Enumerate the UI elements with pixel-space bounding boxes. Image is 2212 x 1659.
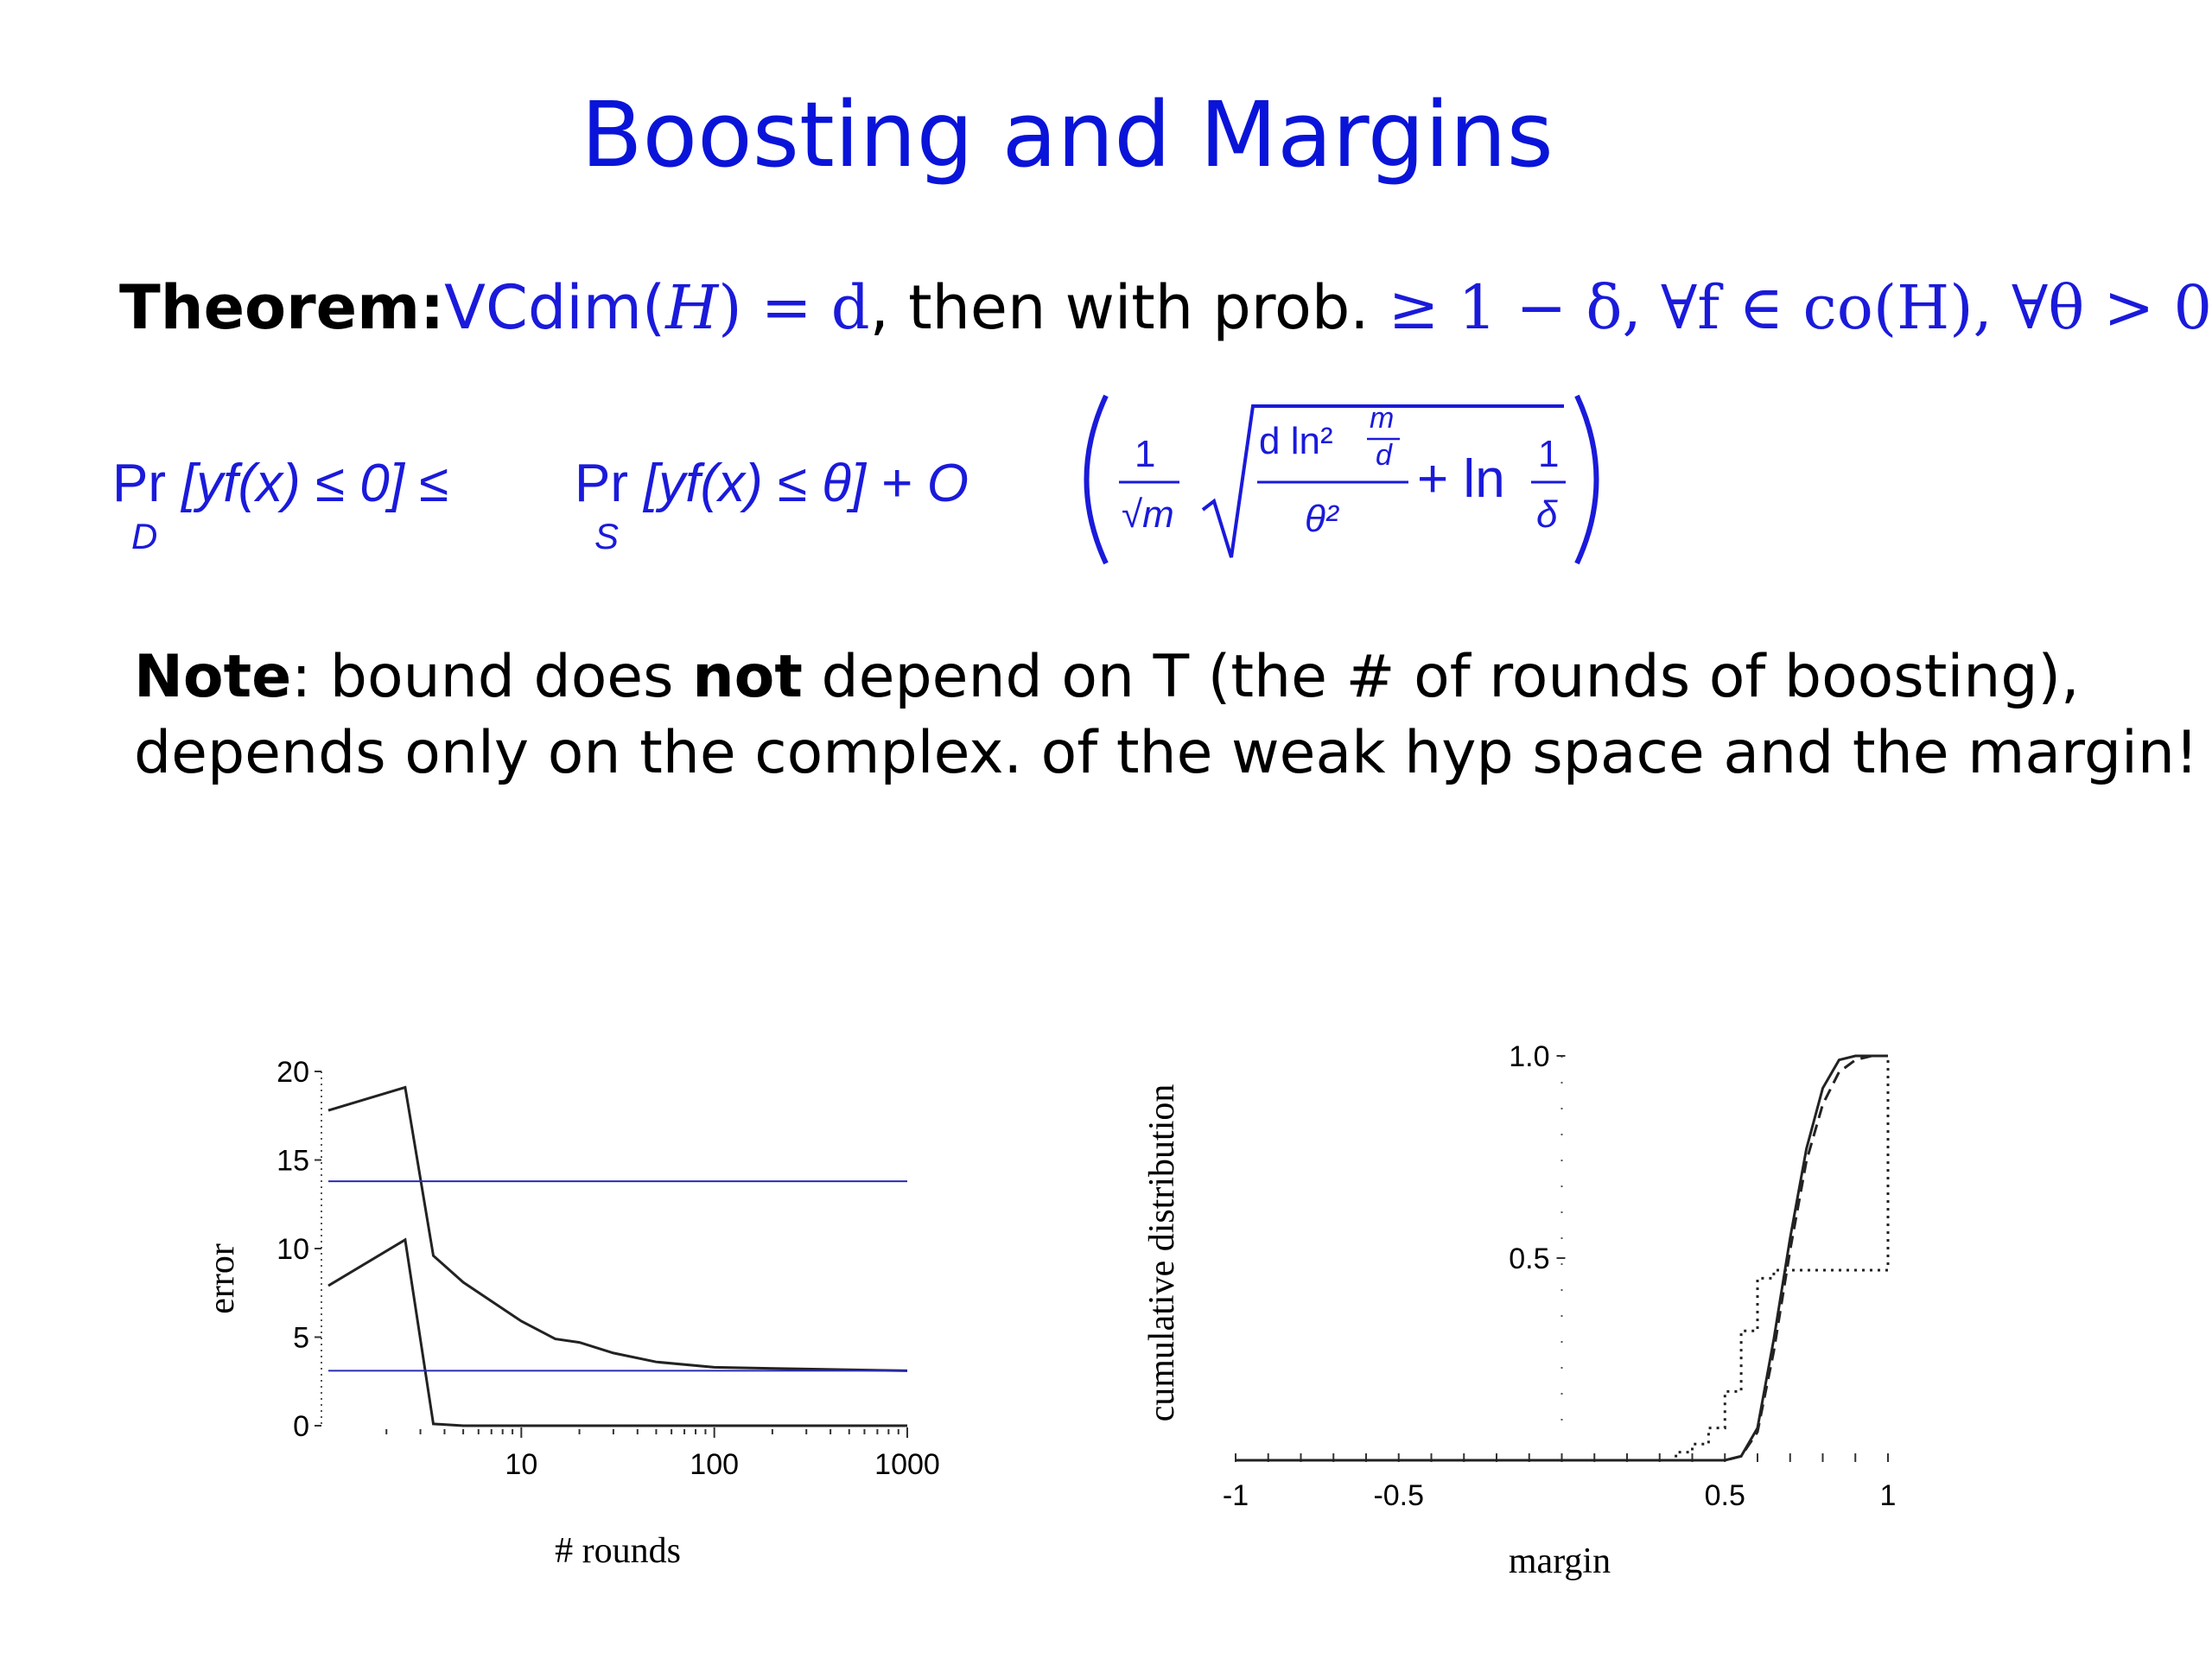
x-axis-label: # rounds: [555, 1531, 681, 1571]
lhs-bracket: [yf(x) ≤ 0] ≤: [180, 454, 448, 513]
y-tick-label: 5: [293, 1322, 309, 1355]
y-tick-label: 0: [293, 1410, 309, 1443]
note-text-a: : bound does: [291, 643, 693, 711]
x-tick-label: 1: [1880, 1479, 1897, 1512]
rhs-pr: Pr: [575, 454, 628, 513]
lhs-pr: Pr: [112, 454, 166, 513]
x-tick-label: -0.5: [1373, 1479, 1424, 1512]
right-paren: [1574, 394, 1599, 565]
frac-denominator: √m: [1122, 493, 1174, 536]
error-vs-rounds-chart: 0 5 10 15 20 10 100 1000 error # rounds: [202, 1056, 940, 1571]
note-line-2: depends only on the complex. of the weak…: [134, 719, 2199, 787]
probability-expression: ≥ 1 − δ, ∀f ∈ co(H), ∀θ > 0: [1388, 272, 2212, 343]
then-text: , then with prob.: [869, 272, 1389, 343]
frac-numerator: 1: [1135, 433, 1155, 475]
slide-title: Boosting and Margins: [581, 82, 1554, 188]
theorem-statement: Theorem:VCdim(H) = d, then with prob. ≥ …: [119, 272, 2212, 343]
series-line-1: [327, 1237, 907, 1427]
radical-sign: [1201, 404, 1564, 558]
vcdim-value: ) = d: [718, 272, 870, 343]
y-tick-label: 20: [276, 1056, 309, 1089]
note-text-b: depend on T (the # of rounds of boosting…: [802, 643, 2080, 711]
ln-numerator: 1: [1538, 433, 1559, 475]
x-tick-label: 100: [690, 1448, 739, 1481]
rhs-subscript: S: [594, 516, 619, 556]
note-label: Note: [134, 643, 292, 711]
root-numerator: d ln²: [1259, 420, 1333, 462]
x-tick-label: -1: [1223, 1479, 1249, 1512]
y-axis-label: cumulative distribution: [1142, 1084, 1182, 1422]
x-tick-label: 0.5: [1705, 1479, 1745, 1512]
root-sup-num: m: [1370, 402, 1394, 435]
margin-distribution-chart: 0.5 1.0 -1 -0.5 0.5 1 cumulative distribution…: [1142, 1040, 1897, 1581]
y-tick-label: 1.0: [1509, 1040, 1549, 1073]
note-line-1: Note: bound does not depend on T (the # …: [134, 639, 2198, 715]
margin-bound-formula: Pr D [yf(x) ≤ 0] ≤ Pr S [yf(x) ≤ θ] + O …: [112, 394, 1599, 565]
x-tick-label: 10: [505, 1448, 537, 1481]
theorem-label: Theorem:: [119, 272, 445, 343]
note-paragraph: Note: bound does not depend on T (the # …: [134, 639, 2198, 791]
y-tick-label: 15: [276, 1145, 309, 1178]
rhs-bracket: [yf(x) ≤ θ] + O: [642, 454, 969, 513]
ln-denominator: δ: [1536, 493, 1558, 536]
lhs-subscript: D: [131, 516, 157, 556]
plus-ln: + ln: [1417, 449, 1505, 509]
y-axis-label: error: [202, 1243, 242, 1314]
y-tick-label: 0.5: [1509, 1243, 1549, 1275]
root-denominator: θ²: [1305, 498, 1339, 540]
x-tick-label: 1000: [874, 1448, 940, 1481]
note-bold-not: not: [692, 643, 803, 711]
x-axis-label: margin: [1509, 1541, 1611, 1581]
hypothesis-space: H: [665, 272, 719, 343]
vcdim-text: VCdim(: [444, 272, 666, 343]
left-paren: [1084, 394, 1109, 565]
root-sup-den: d: [1376, 439, 1393, 472]
series-line-0: [327, 1085, 908, 1372]
y-tick-label: 10: [276, 1233, 309, 1266]
